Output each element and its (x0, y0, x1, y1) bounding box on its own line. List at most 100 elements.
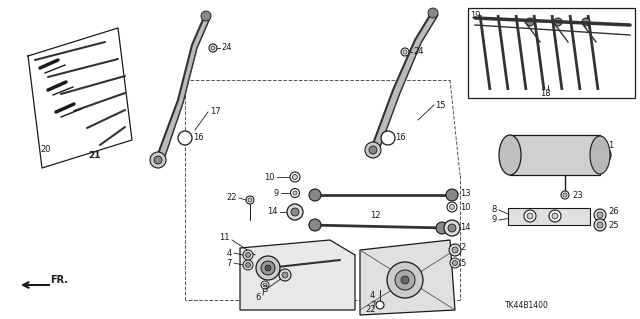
Circle shape (595, 147, 611, 163)
Text: 9: 9 (492, 216, 497, 225)
Circle shape (428, 8, 438, 18)
Circle shape (261, 261, 275, 275)
Circle shape (527, 213, 533, 219)
Circle shape (369, 146, 377, 154)
Circle shape (561, 191, 569, 199)
Text: 15: 15 (435, 100, 445, 109)
Circle shape (279, 269, 291, 281)
Circle shape (178, 131, 192, 145)
Circle shape (448, 224, 456, 232)
Text: 17: 17 (210, 108, 221, 116)
Circle shape (549, 210, 561, 222)
Circle shape (450, 258, 460, 268)
Text: 16: 16 (193, 133, 204, 143)
Circle shape (256, 256, 280, 280)
Circle shape (246, 263, 250, 268)
Polygon shape (508, 208, 590, 225)
Circle shape (446, 189, 458, 201)
Circle shape (594, 219, 606, 231)
Circle shape (452, 247, 458, 253)
Text: 10: 10 (460, 203, 470, 211)
Circle shape (246, 253, 250, 257)
Circle shape (291, 208, 299, 216)
Ellipse shape (590, 136, 610, 174)
Text: 5: 5 (460, 258, 465, 268)
Circle shape (563, 193, 567, 197)
Circle shape (293, 191, 297, 195)
Text: 7: 7 (370, 300, 376, 309)
Text: 3: 3 (262, 286, 268, 294)
Circle shape (381, 131, 395, 145)
Circle shape (154, 156, 162, 164)
Circle shape (449, 204, 454, 210)
Text: TK44B1400: TK44B1400 (505, 300, 549, 309)
Circle shape (309, 189, 321, 201)
Circle shape (597, 212, 603, 218)
Circle shape (452, 261, 458, 265)
Circle shape (594, 209, 606, 221)
Text: 19: 19 (470, 11, 481, 19)
Ellipse shape (499, 135, 521, 175)
Circle shape (582, 18, 590, 26)
Text: 14: 14 (268, 207, 278, 217)
Text: 16: 16 (395, 133, 406, 143)
Bar (468, 8, 635, 98)
Circle shape (201, 11, 211, 21)
Text: 24: 24 (221, 43, 232, 53)
Text: 2: 2 (460, 243, 465, 253)
Circle shape (554, 18, 562, 26)
Circle shape (243, 260, 253, 270)
Circle shape (444, 220, 460, 236)
Text: 20: 20 (40, 145, 51, 154)
Text: 18: 18 (540, 88, 550, 98)
Polygon shape (240, 240, 355, 310)
Circle shape (209, 44, 217, 52)
Text: 13: 13 (460, 189, 470, 197)
Circle shape (597, 222, 603, 228)
Text: FR.: FR. (50, 275, 68, 285)
Text: 24: 24 (413, 48, 424, 56)
Circle shape (376, 301, 384, 309)
Text: 22: 22 (227, 194, 237, 203)
Circle shape (447, 202, 457, 212)
Text: 9: 9 (274, 189, 279, 197)
Text: 14: 14 (460, 224, 470, 233)
Circle shape (265, 265, 271, 271)
Circle shape (291, 189, 300, 197)
Circle shape (287, 204, 303, 220)
Text: 7: 7 (227, 258, 232, 268)
Circle shape (526, 18, 534, 26)
Circle shape (436, 222, 448, 234)
Text: 4: 4 (370, 291, 375, 300)
Text: 25: 25 (608, 220, 618, 229)
Text: 22: 22 (365, 306, 376, 315)
Circle shape (292, 174, 298, 180)
Text: 1: 1 (608, 140, 613, 150)
Circle shape (290, 172, 300, 182)
Circle shape (449, 244, 461, 256)
Circle shape (599, 151, 607, 159)
Text: 10: 10 (264, 173, 275, 182)
Circle shape (552, 213, 558, 219)
Polygon shape (510, 135, 600, 175)
Text: 11: 11 (220, 233, 230, 241)
Circle shape (263, 283, 267, 287)
Circle shape (395, 270, 415, 290)
Circle shape (403, 50, 407, 54)
Circle shape (401, 48, 409, 56)
Circle shape (248, 198, 252, 202)
Text: 23: 23 (572, 190, 582, 199)
Text: 8: 8 (492, 205, 497, 214)
Circle shape (211, 46, 215, 50)
Polygon shape (360, 240, 455, 315)
Polygon shape (370, 12, 438, 155)
Circle shape (243, 250, 253, 260)
Text: 26: 26 (608, 207, 619, 217)
Text: 4: 4 (227, 249, 232, 257)
Circle shape (150, 152, 166, 168)
Text: 6: 6 (255, 293, 260, 302)
Circle shape (246, 196, 254, 204)
Circle shape (387, 262, 423, 298)
Text: 12: 12 (370, 211, 381, 219)
Circle shape (365, 142, 381, 158)
